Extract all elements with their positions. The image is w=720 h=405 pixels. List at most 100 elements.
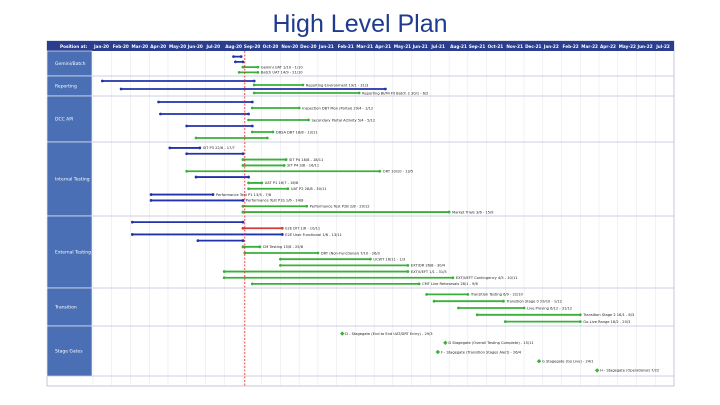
row-label-cell: [46, 287, 93, 327]
task-label: Transition Testing 6/9 - 22/10: [470, 293, 524, 297]
task-end-marker: [305, 204, 309, 208]
task-label: D - Stagegate (End to End UAT/DRT Entry)…: [345, 332, 432, 336]
month-header: Apr-21: [375, 44, 391, 49]
task-label: G Stagegate (Go Live) - 24/1: [542, 360, 593, 364]
task-end-marker: [198, 146, 202, 150]
task-start-marker: [241, 210, 245, 214]
task-end-marker: [578, 313, 582, 317]
month-header: Apr-22: [600, 44, 616, 49]
task-end-marker: [466, 293, 470, 296]
milestone-diamond: [340, 331, 345, 336]
task-start-marker: [185, 169, 189, 173]
month-header: Feb-22: [563, 44, 579, 49]
task-start-marker: [194, 175, 198, 179]
task-start-marker: [130, 233, 134, 236]
task-end-marker: [357, 91, 361, 95]
task-start-marker: [130, 220, 134, 224]
task-end-marker: [406, 270, 410, 273]
task-end-marker: [260, 181, 264, 185]
task-label: Batch UAT 14/9 - 21/10: [261, 71, 303, 75]
month-header: Dec-20: [300, 44, 316, 49]
task-end-marker: [265, 136, 269, 140]
milestone-diamond: [443, 340, 448, 345]
task-start-marker: [250, 282, 254, 286]
row-label: Reporting: [55, 84, 77, 90]
task-start-marker: [119, 87, 123, 91]
task-start-marker: [149, 199, 153, 202]
task-label: CMT Live Rehearsals 28/1 - 9/8: [422, 282, 478, 286]
month-header: Jul-22: [655, 44, 670, 49]
task-end-marker: [282, 164, 286, 167]
month-header: Jul-21: [430, 44, 445, 49]
task-label: EXT/DR 26/8 - 30/4: [411, 264, 446, 268]
task-end-marker: [301, 83, 305, 87]
task-label: EXT/UEFT 1/1 - 31/5: [411, 270, 447, 274]
task-start-marker: [185, 124, 189, 128]
task-end-marker: [241, 239, 245, 243]
header-corner-label: Position at:: [60, 44, 87, 49]
task-start-marker: [100, 79, 104, 83]
month-header: Jul-20: [205, 44, 220, 49]
task-end-marker: [211, 193, 215, 196]
task-label: UCWT 16/11 - 1/3: [373, 257, 405, 261]
row-label-cell: [46, 50, 93, 77]
task-label: Secondary Portal Activity 5/4 - 5/12: [312, 118, 376, 122]
task-label: F - Stagegate (Transition Stages Alert) …: [441, 350, 522, 354]
task-end-marker: [241, 60, 245, 64]
month-header: Nov-21: [506, 44, 523, 49]
row-label: Internal Testing: [55, 177, 90, 183]
slide-title: High Level Plan: [272, 10, 448, 38]
task-start-marker: [279, 257, 282, 261]
task-label: UAT P2 28/8 - 30/11: [291, 187, 327, 191]
task-end-marker: [252, 79, 256, 83]
task-end-marker: [250, 100, 254, 104]
task-start-marker: [247, 118, 250, 122]
task-end-marker: [368, 257, 372, 261]
task-start-marker: [279, 263, 282, 267]
task-start-marker: [194, 136, 198, 140]
month-header: Mar-20: [131, 44, 148, 49]
task-start-marker: [222, 276, 226, 280]
task-end-marker: [502, 299, 505, 303]
month-header: Jan-20: [93, 44, 109, 49]
task-end-marker: [241, 152, 245, 156]
row-label-cell: [46, 141, 93, 217]
task-label: SIT P4 18/8 - 18/11: [289, 158, 323, 162]
task-start-marker: [457, 306, 460, 310]
month-header: Oct-20: [263, 44, 279, 49]
task-start-marker: [232, 55, 235, 59]
row-label: Gemini/Batch: [55, 61, 86, 67]
month-header: Aug-21: [450, 44, 467, 49]
month-header: Mar-21: [356, 44, 373, 49]
task-start-marker: [252, 83, 256, 87]
milestone-diamond: [435, 349, 441, 355]
month-header: Feb-20: [113, 44, 129, 49]
month-header: Dec-21: [525, 44, 541, 49]
month-header: Sep-20: [244, 44, 261, 49]
month-header: Jun-20: [187, 44, 203, 49]
task-label: Reporting Environment 19/1 - 31/3: [306, 83, 368, 87]
month-header: Jan-21: [318, 44, 334, 49]
task-label: DRT (Non-Functional) 7/10 - 26/3: [321, 251, 380, 255]
task-label: Performance Test P2B 2/8 - 29/12: [310, 205, 370, 209]
task-start-marker: [168, 146, 172, 150]
month-header: Sep-21: [469, 44, 486, 49]
task-start-marker: [241, 204, 245, 208]
row-label: DCC API: [55, 117, 73, 123]
milestone-diamond: [536, 359, 542, 364]
task-start-marker: [250, 130, 254, 134]
row-label: Stage Gates: [55, 349, 83, 355]
month-header: Feb-21: [338, 44, 354, 49]
month-header: Apr-20: [150, 44, 166, 49]
task-label: Transition Stage 0 29/10 - 1/12: [505, 300, 561, 304]
task-start-marker: [503, 320, 507, 323]
task-end-marker: [256, 65, 260, 69]
month-header: May-20: [169, 44, 186, 49]
task-label: Gemini UAT 1/10 - 1/10: [261, 65, 303, 69]
task-start-marker: [475, 313, 479, 317]
task-start-marker: [241, 226, 245, 230]
task-start-marker: [185, 152, 189, 156]
task-end-marker: [241, 199, 245, 202]
